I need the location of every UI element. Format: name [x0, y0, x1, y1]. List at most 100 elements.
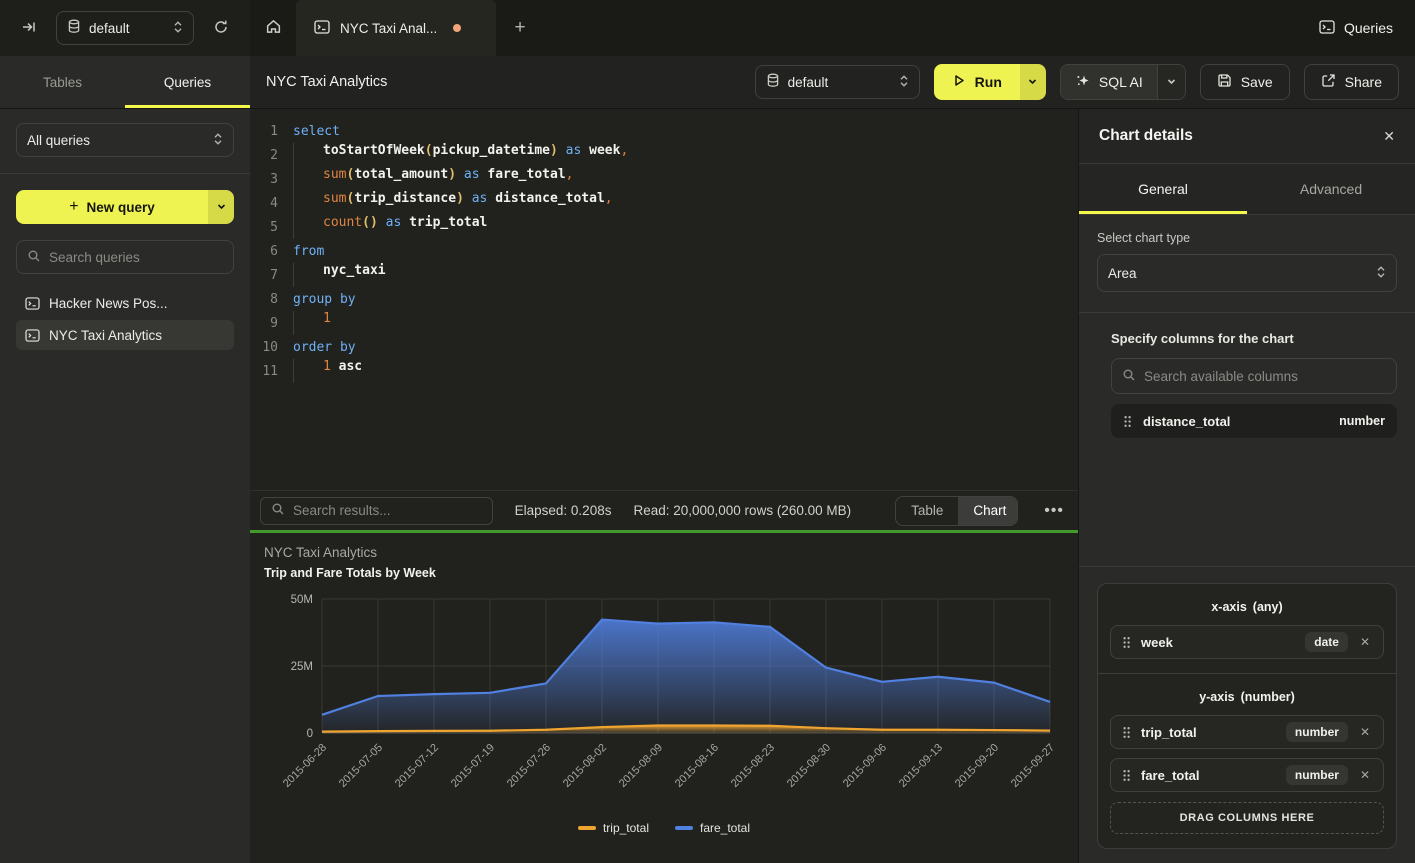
save-button[interactable]: Save	[1200, 64, 1290, 100]
database-selector[interactable]: default	[56, 11, 194, 45]
x-axis-label: 2015-08-30	[785, 742, 833, 790]
chart-type-select[interactable]: Area	[1097, 254, 1397, 292]
divider	[1079, 312, 1415, 313]
updown-chevrons-icon	[173, 20, 183, 37]
sql-ai-options-button[interactable]	[1157, 65, 1185, 99]
unsaved-dot	[453, 24, 461, 32]
share-button-label: Share	[1345, 74, 1382, 90]
chip-name: trip_total	[1141, 725, 1197, 740]
sidebar-tab-queries[interactable]: Queries	[125, 56, 250, 108]
axis-constraint: (any)	[1253, 600, 1283, 614]
view-toggle-chart[interactable]: Chart	[958, 497, 1018, 525]
chip-name: week	[1141, 635, 1173, 650]
code-line: 10order by	[250, 335, 1078, 359]
query-filter-select[interactable]: All queries	[16, 123, 234, 157]
sidebar-tab-tables[interactable]: Tables	[0, 56, 125, 108]
new-query-options-button[interactable]	[208, 190, 234, 224]
chip-name: fare_total	[1141, 768, 1200, 783]
query-search-input[interactable]	[49, 250, 226, 265]
x-axis-label: 2015-09-06	[841, 742, 889, 790]
details-tab-advanced[interactable]: Advanced	[1247, 164, 1415, 214]
collapse-sidebar-icon	[21, 19, 37, 38]
results-search-input[interactable]	[293, 503, 482, 518]
database-selector-value: default	[89, 21, 165, 36]
chart-details-panel: Chart details ✕ GeneralAdvanced Select c…	[1078, 109, 1415, 863]
line-number: 3	[250, 172, 278, 187]
line-number: 1	[250, 124, 278, 139]
divider	[1079, 566, 1415, 567]
line-number: 4	[250, 196, 278, 211]
y-axis-label: 0	[307, 728, 313, 740]
remove-column-button[interactable]: ✕	[1358, 768, 1372, 782]
column-type: number	[1339, 414, 1385, 428]
main-panel: 1 select 2 toStartOfWeek(pickup_datetime) a…	[250, 109, 1078, 863]
view-toggle: TableChart	[895, 496, 1018, 526]
queries-button[interactable]: Queries	[1319, 20, 1393, 37]
axis-column-trip_total[interactable]: trip_total number ✕	[1110, 715, 1384, 749]
remove-column-button[interactable]: ✕	[1358, 725, 1372, 739]
new-query-button-group: + New query	[16, 190, 234, 224]
new-query-button[interactable]: + New query	[16, 190, 208, 224]
code-line: 2 toStartOfWeek(pickup_datetime) as week,	[250, 143, 1078, 167]
query-list-item[interactable]: NYC Taxi Analytics	[16, 320, 234, 350]
code-text: toStartOfWeek(pickup_datetime) as week,	[293, 143, 628, 167]
query-terminal-icon	[314, 20, 330, 37]
share-icon	[1321, 73, 1336, 91]
axis-name: x-axis	[1211, 600, 1246, 614]
sql-ai-button-label: SQL AI	[1099, 74, 1143, 90]
code-text: 1 asc	[293, 359, 362, 383]
axis-column-fare_total[interactable]: fare_total number ✕	[1110, 758, 1384, 792]
refresh-button[interactable]	[206, 13, 236, 43]
collapse-sidebar-button[interactable]	[14, 13, 44, 43]
sql-editor[interactable]: 1 select 2 toStartOfWeek(pickup_datetime) a…	[250, 109, 1078, 490]
chip-type-badge: number	[1286, 722, 1348, 742]
legend-label: trip_total	[603, 821, 649, 835]
code-text: order by	[293, 340, 356, 355]
chart-type-value: Area	[1108, 266, 1368, 281]
line-number: 11	[250, 364, 278, 379]
results-bar: Elapsed: 0.208s Read: 20,000,000 rows (2…	[250, 490, 1078, 530]
chevron-down-icon	[1166, 75, 1177, 90]
columns-section: Specify columns for the chart distance_t…	[1097, 331, 1397, 438]
code-line: 1 select	[250, 119, 1078, 143]
run-options-button[interactable]	[1020, 64, 1046, 100]
legend-item-trip_total[interactable]: trip_total	[578, 821, 649, 835]
code-text: select	[293, 124, 340, 139]
new-query-label: New query	[87, 200, 155, 215]
search-icon	[27, 249, 41, 266]
share-button[interactable]: Share	[1304, 64, 1399, 100]
columns-search	[1111, 358, 1397, 394]
columns-search-input[interactable]	[1144, 369, 1386, 384]
run-button[interactable]: Run	[934, 64, 1020, 100]
axis-column-week[interactable]: weekdate✕	[1110, 625, 1384, 659]
x-axis-label: 2015-07-26	[505, 742, 553, 790]
tab-nyc-taxi-analytics[interactable]: NYC Taxi Anal...	[296, 0, 496, 56]
chart-details-header: Chart details ✕	[1079, 109, 1415, 164]
code-text: from	[293, 244, 324, 259]
legend-item-fare_total[interactable]: fare_total	[675, 821, 750, 835]
close-panel-button[interactable]: ✕	[1383, 128, 1395, 145]
play-icon	[952, 73, 966, 91]
code-line: 3sum(total_amount) as fare_total,	[250, 167, 1078, 191]
line-number: 2	[250, 148, 278, 163]
chart-details-tabs: GeneralAdvanced	[1079, 164, 1415, 215]
run-database-selector[interactable]: default	[755, 65, 920, 99]
sidebar-tabs: TablesQueries	[0, 56, 250, 108]
chart-subtitle: Trip and Fare Totals by Week	[264, 566, 1078, 580]
details-tab-general[interactable]: General	[1079, 164, 1247, 214]
code-text: group by	[293, 292, 356, 307]
drop-columns-zone[interactable]: DRAG COLUMNS HERE	[1110, 802, 1384, 834]
sql-ai-button[interactable]: SQL AI	[1061, 65, 1157, 99]
results-more-button[interactable]: •••	[1040, 502, 1068, 520]
home-button[interactable]	[250, 0, 296, 56]
x-axis-label: 2015-08-02	[561, 742, 609, 790]
chevron-down-icon	[1027, 75, 1038, 90]
available-column-distance_total[interactable]: distance_totalnumber	[1111, 404, 1397, 438]
new-tab-button[interactable]: +	[496, 0, 544, 56]
x-axis-label: 2015-07-19	[449, 742, 497, 790]
remove-column-button[interactable]: ✕	[1358, 635, 1372, 649]
query-list-item[interactable]: Hacker News Pos...	[16, 288, 234, 318]
chart-plot: 025M50M2015-06-282015-07-052015-07-12201…	[264, 580, 1078, 819]
view-toggle-table[interactable]: Table	[896, 497, 958, 525]
chip-type-badge: number	[1286, 765, 1348, 785]
